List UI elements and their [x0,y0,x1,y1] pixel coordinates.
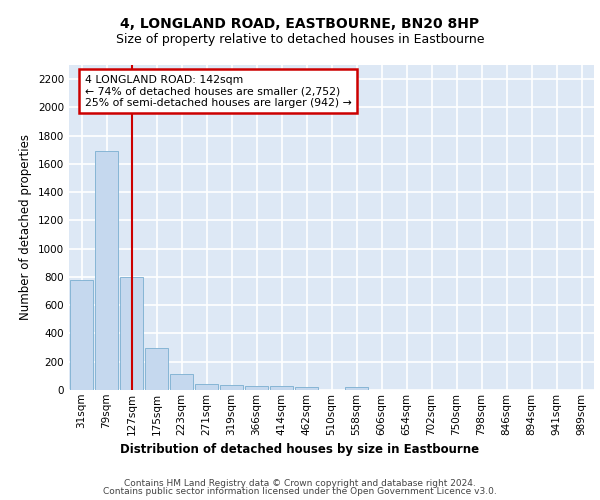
Text: Size of property relative to detached houses in Eastbourne: Size of property relative to detached ho… [116,32,484,46]
Bar [344,387,368,390]
Bar [70,280,94,390]
Text: Distribution of detached houses by size in Eastbourne: Distribution of detached houses by size … [121,442,479,456]
Text: 4 LONGLAND ROAD: 142sqm
← 74% of detached houses are smaller (2,752)
25% of semi: 4 LONGLAND ROAD: 142sqm ← 74% of detache… [85,74,352,108]
Bar [220,385,244,390]
Bar [269,386,293,390]
Bar [145,348,169,390]
Text: Contains public sector information licensed under the Open Government Licence v3: Contains public sector information licen… [103,487,497,496]
Text: Contains HM Land Registry data © Crown copyright and database right 2024.: Contains HM Land Registry data © Crown c… [124,478,476,488]
Bar [194,384,218,390]
Bar [295,387,319,390]
Bar [119,277,143,390]
Bar [245,386,268,390]
Text: 4, LONGLAND ROAD, EASTBOURNE, BN20 8HP: 4, LONGLAND ROAD, EASTBOURNE, BN20 8HP [121,18,479,32]
Bar [170,374,193,390]
Bar [95,151,118,390]
Y-axis label: Number of detached properties: Number of detached properties [19,134,32,320]
